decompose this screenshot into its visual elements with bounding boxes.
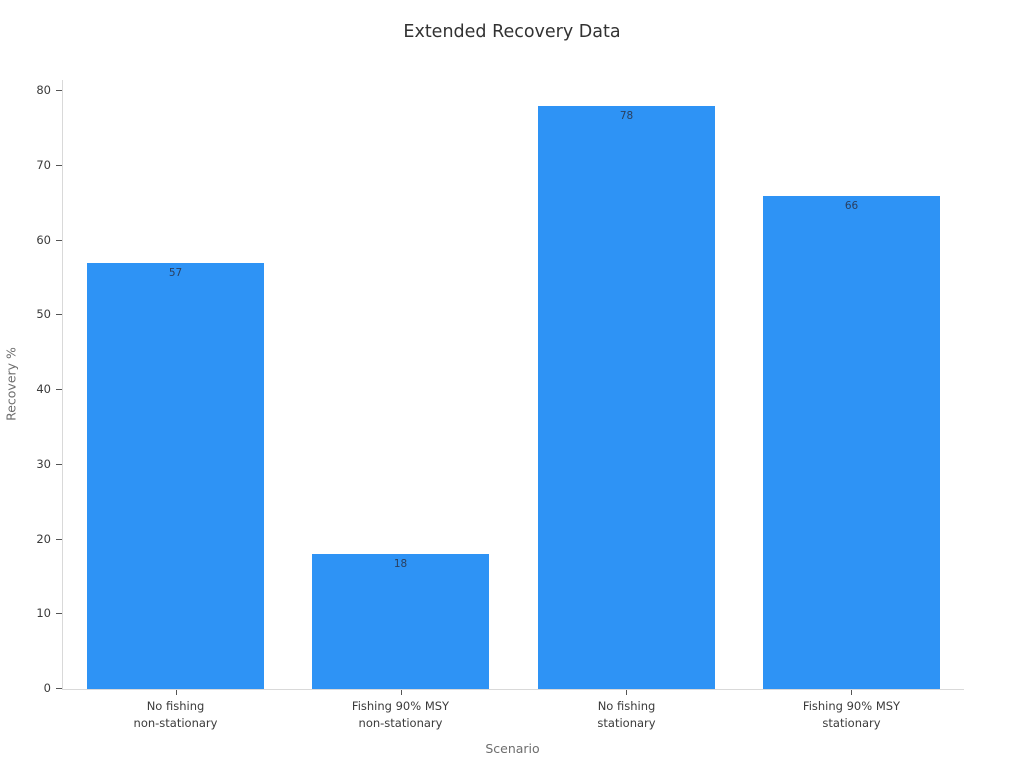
bar-value-label: 18 <box>393 558 408 570</box>
y-tick-mark <box>56 688 62 689</box>
bar-value-label: 78 <box>619 110 634 122</box>
bar-value-label: 57 <box>168 267 183 279</box>
x-tick-mark <box>626 690 627 695</box>
y-tick-mark <box>56 314 62 316</box>
y-tick-mark <box>56 239 62 241</box>
y-tick-label: 70 <box>36 157 51 172</box>
x-tick-label: Fishing 90% MSY non-stationary <box>351 699 450 730</box>
bar: 18 <box>312 554 489 689</box>
x-tick-mark <box>176 690 177 695</box>
y-tick-label: 80 <box>36 83 51 97</box>
y-tick-mark <box>56 538 62 540</box>
x-tick-mark <box>401 690 402 695</box>
bar-value-label: 66 <box>844 200 859 212</box>
y-tick-label: 50 <box>36 307 51 322</box>
x-tick-label: No fishing stationary <box>597 699 656 730</box>
y-tick-mark <box>56 164 62 166</box>
x-tick-mark <box>851 690 852 695</box>
y-tick-label: 60 <box>36 232 51 247</box>
y-tick-label: 10 <box>36 606 51 621</box>
y-tick-label: 20 <box>36 531 51 546</box>
y-tick-label: 40 <box>36 382 51 396</box>
x-tick-label: Fishing 90% MSY stationary <box>802 699 901 730</box>
y-tick-label: 0 <box>43 681 51 695</box>
x-axis-title: Scenario <box>485 741 540 756</box>
y-tick-mark <box>56 463 62 465</box>
y-tick-label: 30 <box>36 456 51 471</box>
bar: 78 <box>538 106 715 689</box>
chart-title: Extended Recovery Data <box>403 22 621 42</box>
plot-area: 0 10 20 30 40 50 60 70 80 57 No fishing non-statio… <box>36 80 964 730</box>
y-tick-mark <box>56 389 62 390</box>
y-tick-mark <box>56 613 62 615</box>
bar: 57 <box>87 263 264 689</box>
bar: 66 <box>763 196 940 689</box>
y-tick-mark <box>56 90 62 91</box>
x-tick-label: No fishing non-stationary <box>133 699 218 730</box>
